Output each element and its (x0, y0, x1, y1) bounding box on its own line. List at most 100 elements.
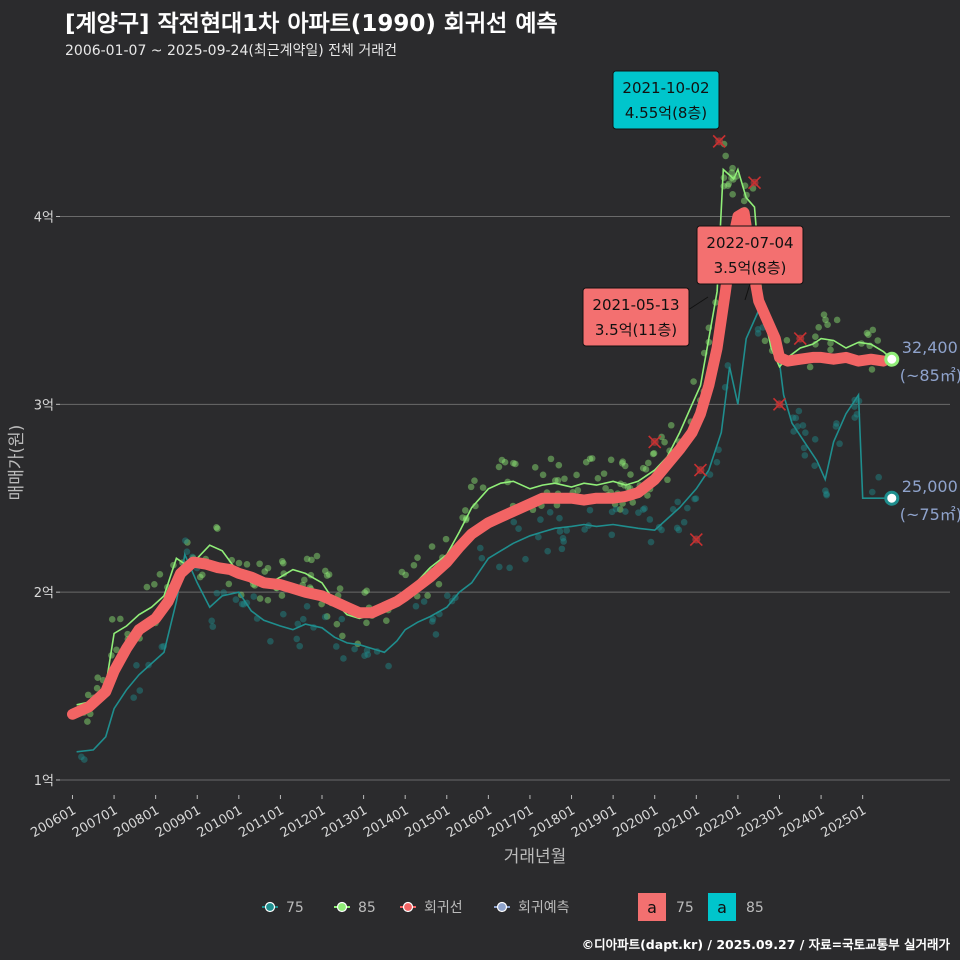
legend-item-회귀선[interactable]: 회귀선 (400, 900, 463, 916)
transaction-point (512, 460, 519, 468)
transaction-point (299, 615, 307, 623)
transaction-point (80, 756, 88, 763)
end-label-area: (~85㎡) (900, 366, 960, 385)
annotation-date: 2022-07-04 (706, 234, 793, 252)
end-label-area: (~75㎡) (900, 505, 960, 524)
transaction-point (336, 585, 344, 592)
transaction-point (225, 580, 233, 588)
axes: 1억2억3억4억20060120070120080120090120100120… (7, 211, 869, 867)
transaction-point (722, 152, 729, 160)
transaction-point (820, 311, 828, 318)
annotation-box (696, 225, 804, 285)
transaction-point (863, 329, 871, 337)
transaction-point (402, 571, 409, 579)
y-tick-label: 4억 (34, 211, 54, 226)
transaction-point (143, 583, 151, 591)
transaction-point (586, 506, 594, 514)
transaction-point (559, 534, 567, 542)
transaction-point (364, 651, 372, 658)
cancelled-deal-marker (793, 332, 807, 346)
transaction-point (815, 324, 822, 331)
legend-item-회귀예측[interactable]: 회귀예측 (494, 900, 570, 916)
transaction-point (621, 462, 629, 470)
transaction-point (675, 526, 683, 534)
transaction-point (496, 563, 503, 571)
annotation-pointer (687, 296, 709, 311)
transaction-point (832, 423, 840, 430)
transaction-point (280, 559, 287, 567)
cancelled-deal-marker (648, 435, 662, 449)
transaction-point (868, 366, 876, 373)
transaction-point (398, 568, 406, 576)
transaction-point (800, 444, 808, 452)
cancelled-deal-cross (693, 463, 708, 477)
transaction-point (303, 555, 311, 563)
transaction-point (261, 568, 269, 575)
transaction-point (214, 525, 221, 532)
transaction-point (607, 456, 615, 464)
x-tick-label: 201701 (486, 803, 536, 841)
annotation-date: 2021-05-13 (592, 296, 679, 314)
x-tick-label: 201601 (444, 803, 494, 841)
legend-label: 75 (286, 900, 304, 916)
transaction-point (641, 505, 648, 512)
transaction-point (833, 316, 841, 324)
transaction-point (501, 458, 509, 466)
transaction-point (333, 620, 341, 628)
end-label-value: 25,000 (902, 477, 958, 496)
transaction-point (420, 598, 428, 605)
transaction-point (435, 580, 443, 588)
y-tick-label: 2억 (34, 586, 54, 601)
transaction-point (754, 326, 762, 333)
transaction-point (158, 643, 166, 651)
annotations: 32,400 (~85㎡) 25,000 (~75㎡) 2021-10-02 4.55억(… (582, 70, 960, 547)
transaction-point (544, 547, 551, 555)
transaction-point (293, 635, 301, 643)
transaction-point (414, 554, 421, 561)
transaction-point (673, 524, 681, 532)
transaction-point (806, 363, 814, 371)
transaction-point (561, 475, 568, 483)
transaction-point (644, 492, 651, 499)
cancelled-deal-cross (648, 435, 662, 449)
cancelled-deal-marker (747, 176, 762, 190)
legend-item-85[interactable]: 85 (334, 900, 376, 916)
cancelled-deal-cross (772, 397, 787, 411)
grid-lines (60, 216, 950, 781)
x-tick-label: 201001 (195, 803, 245, 841)
transaction-point (602, 485, 609, 492)
transaction-point (294, 620, 302, 628)
transaction-point (616, 506, 624, 513)
x-tick-label: 200601 (28, 803, 78, 841)
legend-marker (264, 901, 276, 913)
legend-item-75[interactable]: 75 (262, 900, 304, 916)
legend-item-85[interactable]: a 85 (708, 893, 764, 921)
series-lines (67, 167, 893, 753)
transaction-point (574, 486, 582, 494)
transaction-point (213, 524, 220, 531)
transaction-point (664, 476, 671, 484)
transaction-point (706, 471, 714, 478)
transaction-point (183, 548, 191, 555)
transaction-point (554, 477, 562, 484)
x-tick-label: 202501 (819, 803, 869, 841)
x-tick-label: 201901 (569, 803, 619, 841)
transaction-point (510, 518, 518, 526)
transaction-point (586, 455, 594, 463)
transaction-point (582, 458, 590, 466)
transaction-point (725, 180, 733, 188)
transaction-point (629, 499, 637, 506)
transaction-point (535, 533, 542, 541)
legend-item-75[interactable]: a 75 (638, 893, 694, 921)
transaction-point (428, 543, 436, 550)
legend[interactable]: 75 85 회귀선 회귀예측 a 75 a 85 (262, 893, 764, 921)
cancelled-deal-marker (772, 397, 787, 411)
transaction-point (232, 596, 240, 603)
transaction-point (724, 182, 732, 189)
transaction-point (108, 616, 116, 623)
transaction-point (865, 331, 872, 338)
transaction-point (264, 564, 272, 572)
transaction-point (506, 564, 513, 572)
transaction-point (713, 458, 721, 466)
transaction-point (812, 333, 819, 340)
